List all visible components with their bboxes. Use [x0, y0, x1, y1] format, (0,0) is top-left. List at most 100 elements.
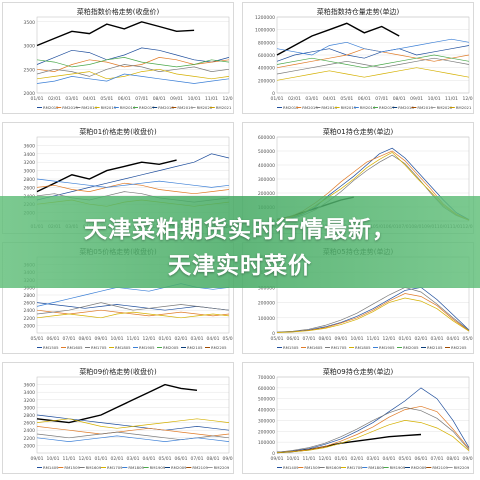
x-tick-label: 05/01 — [399, 456, 412, 462]
y-tick-label: 3200 — [24, 160, 36, 166]
legend-entry: RM1709 — [107, 465, 123, 470]
legend-entry: RM2018 — [398, 105, 414, 110]
x-tick-label: 03/01 — [191, 336, 204, 342]
series-line — [276, 387, 470, 453]
x-tick-label: 12/01 — [223, 96, 234, 102]
legend-entry: RM1609 — [86, 465, 102, 470]
legend-entry: RM2009 — [171, 465, 187, 470]
series-line — [36, 431, 230, 441]
chart-title: 菜粕01持仓走势(单边) — [322, 128, 394, 136]
legend-entry: RM2019 — [177, 105, 193, 110]
x-tick-label: 03/01 — [305, 96, 318, 102]
x-tick-label: 11/01 — [63, 456, 76, 462]
x-tick-label: 04/01 — [143, 456, 156, 462]
series-line — [36, 68, 230, 80]
x-tick-label: 05/01 — [31, 336, 44, 342]
legend-entry: RM1805 — [355, 345, 371, 350]
x-tick-label: 10/01 — [351, 336, 364, 342]
legend-entry: RM2020 — [437, 105, 453, 110]
legend-entry: RM2205 — [211, 345, 227, 350]
x-tick-label: 02/01 — [48, 96, 61, 102]
y-tick-label: 3500 — [24, 20, 36, 26]
series-line — [276, 67, 470, 81]
legend-entry: RM1605 — [67, 345, 83, 350]
legend-entry: RM1709 — [347, 465, 363, 470]
x-tick-label: 12/01 — [79, 456, 92, 462]
legend-entry: RM2014 — [81, 105, 97, 110]
x-tick-label: 10/01 — [47, 456, 60, 462]
y-tick-label: 2200 — [24, 316, 36, 322]
chart-svg: 1200000100000080000060000040000020000000… — [255, 15, 474, 110]
legend-entry: RM2017 — [379, 105, 395, 110]
legend-entry: RM2205 — [451, 345, 467, 350]
x-tick-label: 10/01 — [287, 456, 300, 462]
x-tick-label: 04/01 — [383, 456, 396, 462]
x-tick-label: 04/01 — [207, 336, 220, 342]
series-line — [36, 418, 230, 429]
legend-entry: RM1409 — [43, 465, 59, 470]
x-tick-label: 10/01 — [111, 336, 124, 342]
x-tick-label: 01/01 — [399, 336, 412, 342]
legend-entry: RM2005 — [163, 345, 179, 350]
y-tick-label: 200000 — [258, 78, 275, 84]
y-tick-label: 0 — [272, 331, 275, 337]
series-line — [36, 178, 230, 188]
y-tick-label: 300000 — [258, 285, 275, 291]
legend-entry: RM1905 — [379, 345, 395, 350]
x-tick-label: 06/01 — [175, 456, 188, 462]
x-tick-label: 01/01 — [95, 456, 108, 462]
series-line — [36, 435, 230, 442]
y-tick-label: 200000 — [258, 429, 275, 435]
x-tick-label: 09/01 — [31, 456, 44, 462]
legend-entry: RM1509 — [304, 465, 320, 470]
x-tick-label: 01/01 — [159, 336, 172, 342]
series-line — [36, 182, 230, 195]
y-tick-label: 600000 — [258, 135, 275, 141]
x-tick-label: 09/01 — [463, 456, 474, 462]
legend-entry: RM1509 — [64, 465, 80, 470]
headline-line-2: 天津实时菜价 — [168, 253, 312, 279]
chart-panel-1: 菜粕指数持仓量走势(单边) 1200000 1000000 800000 600000 4… — [242, 2, 474, 114]
y-tick-label: 600000 — [258, 53, 275, 59]
y-tick-label: 100000 — [258, 440, 275, 446]
legend-entry: RM2021 — [456, 105, 472, 110]
x-tick-label: 07/01 — [375, 96, 388, 102]
x-tick-label: 09/01 — [410, 96, 423, 102]
x-tick-label: 03/01 — [431, 336, 444, 342]
series-line-current — [276, 22, 400, 56]
x-tick-label: 11/01 — [303, 456, 316, 462]
x-tick-label: 04/01 — [323, 96, 336, 102]
x-tick-label: 06/01 — [287, 336, 300, 342]
x-tick-label: 09/01 — [223, 456, 234, 462]
y-tick-label: 500000 — [258, 149, 275, 155]
chart-panel-0: 菜粕指数价格走势(收盘价) 3500 3000 2500 2000 01/01 02/01 0… — [2, 2, 234, 114]
series-line — [276, 407, 470, 453]
y-tick-label: 400000 — [258, 408, 275, 414]
legend-entry: RM2105 — [187, 345, 203, 350]
x-tick-label: 11/01 — [367, 336, 380, 342]
legend-entry: RM2015 — [341, 105, 357, 110]
x-tick-label: 11/01 — [127, 336, 140, 342]
chart-panel-7: 菜粕09持仓走势(单边) 700000 600000 500000 400000 3000… — [242, 362, 474, 474]
legend-entry: RM2105 — [427, 345, 443, 350]
x-tick-label: 08/01 — [79, 336, 92, 342]
x-tick-label: 07/01 — [63, 336, 76, 342]
legend-entry: RM1409 — [283, 465, 299, 470]
x-tick-label: 02/01 — [111, 456, 124, 462]
series-line — [36, 153, 230, 201]
legend-entry: RM2013 — [302, 105, 318, 110]
x-tick-label: 12/01 — [463, 96, 474, 102]
x-tick-label: 09/01 — [170, 96, 183, 102]
series-line-current — [36, 383, 198, 424]
chart-title: 菜粕09价格走势(收盘价) — [79, 368, 157, 376]
headline-line-1: 天津菜粕期货实时行情最新， — [84, 217, 396, 243]
x-tick-label: 12/01 — [319, 456, 332, 462]
legend-entry: RM1909 — [390, 465, 406, 470]
plot-frame — [276, 376, 470, 454]
legend-entry: RM2209 — [214, 465, 230, 470]
y-tick-label: 3400 — [24, 152, 36, 158]
y-tick-label: 200000 — [258, 191, 275, 197]
series-line — [36, 73, 230, 84]
y-tick-label: 3600 — [24, 383, 36, 389]
